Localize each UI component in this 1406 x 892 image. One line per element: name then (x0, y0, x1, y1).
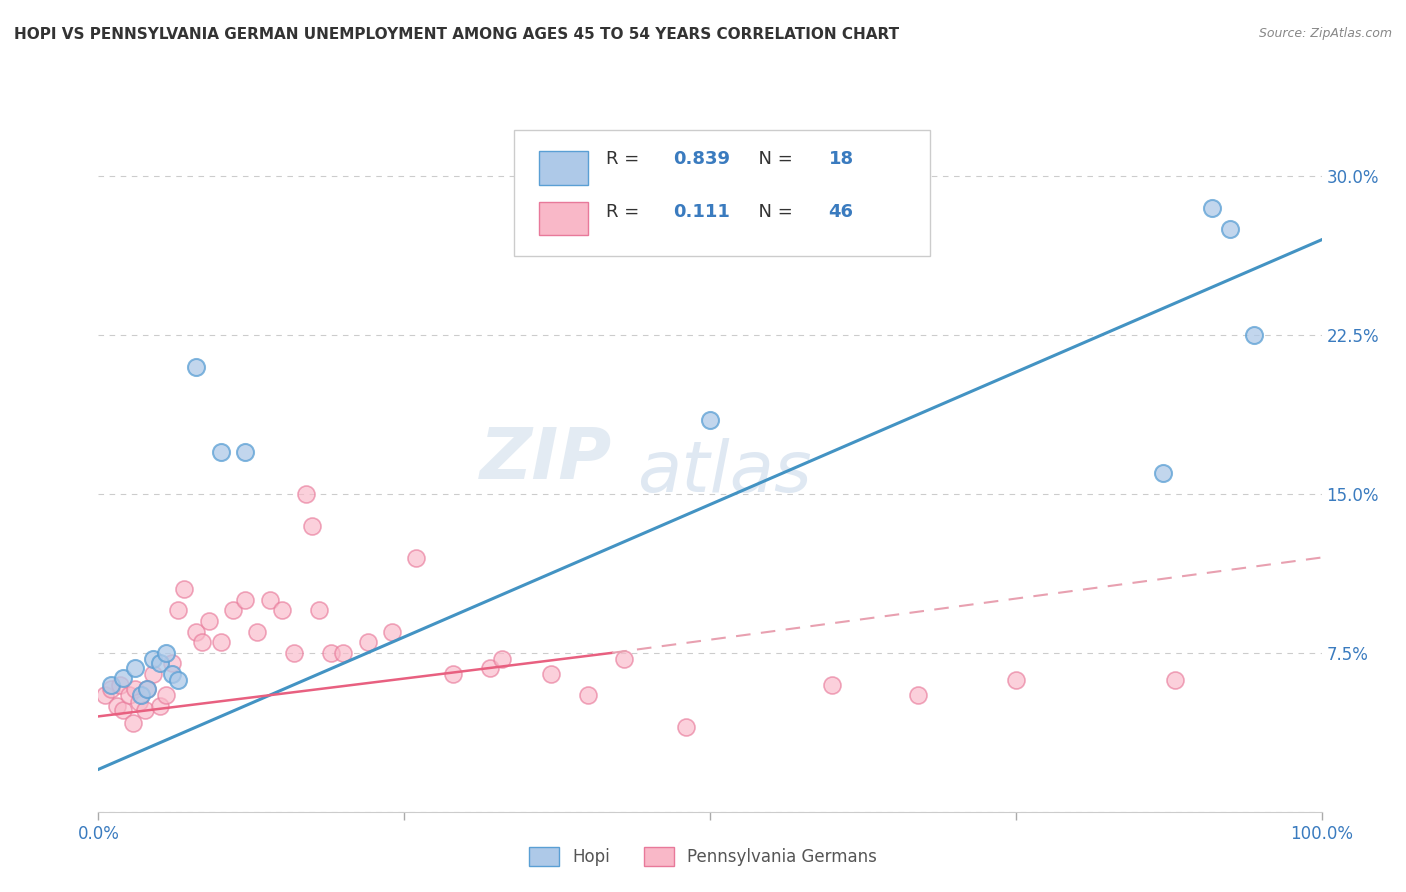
Point (405, 550, 427, 565)
Point (93, 688, 115, 702)
Point (319, 646, 342, 660)
Point (155, 688, 177, 702)
Point (246, 624, 269, 639)
Point (295, 487, 318, 501)
Point (124, 660, 146, 674)
Point (233, 592, 256, 607)
Point (209, 635, 232, 649)
Point (259, 592, 281, 607)
Point (142, 667, 165, 681)
Point (128, 694, 150, 708)
Point (613, 652, 636, 666)
Point (381, 624, 404, 639)
Point (301, 518, 323, 533)
Point (1243, 328, 1265, 343)
Point (699, 413, 721, 427)
Point (332, 646, 354, 660)
Text: N =: N = (747, 150, 799, 168)
Point (136, 681, 159, 696)
Point (1219, 222, 1241, 236)
Point (160, 657, 183, 671)
Text: HOPI VS PENNSYLVANIA GERMAN UNEMPLOYMENT AMONG AGES 45 TO 54 YEARS CORRELATION C: HOPI VS PENNSYLVANIA GERMAN UNEMPLOYMENT… (14, 27, 900, 42)
Point (173, 582, 195, 597)
Point (160, 667, 183, 681)
Point (209, 444, 232, 458)
Point (540, 667, 562, 681)
Legend: Hopi, Pennsylvania Germans: Hopi, Pennsylvania Germans (520, 838, 886, 875)
Point (149, 698, 172, 713)
Point (186, 359, 208, 374)
Point (1164, 673, 1187, 688)
Text: 18: 18 (828, 150, 853, 168)
Point (1201, 201, 1223, 215)
Point (270, 603, 294, 617)
Text: Source: ZipAtlas.com: Source: ZipAtlas.com (1258, 27, 1392, 40)
Point (110, 678, 132, 692)
Point (167, 603, 190, 617)
Point (478, 660, 501, 674)
Point (191, 635, 214, 649)
Point (134, 703, 156, 717)
Point (149, 657, 172, 671)
Point (121, 715, 143, 730)
Point (197, 614, 219, 628)
FancyBboxPatch shape (538, 151, 588, 185)
Point (356, 635, 378, 649)
Point (283, 646, 305, 660)
Point (124, 681, 146, 696)
Point (576, 688, 599, 702)
Point (100, 681, 122, 696)
Point (118, 688, 141, 702)
Point (167, 673, 190, 688)
Point (222, 603, 245, 617)
Text: R =: R = (606, 150, 645, 168)
Point (821, 678, 844, 692)
Point (105, 698, 128, 713)
Point (1152, 466, 1174, 480)
Point (129, 688, 152, 702)
Text: ZIP: ZIP (479, 425, 612, 493)
FancyBboxPatch shape (538, 202, 588, 235)
Point (441, 667, 464, 681)
Text: 0.111: 0.111 (673, 202, 730, 220)
Point (1004, 673, 1026, 688)
Point (491, 652, 513, 666)
Point (155, 646, 177, 660)
Point (111, 671, 134, 685)
Text: R =: R = (606, 202, 657, 220)
Point (142, 652, 165, 666)
Point (233, 444, 256, 458)
Text: 46: 46 (828, 202, 853, 220)
Point (136, 681, 159, 696)
FancyBboxPatch shape (515, 130, 931, 256)
Text: atlas: atlas (637, 438, 811, 508)
Point (186, 624, 208, 639)
Point (675, 720, 697, 734)
Point (100, 678, 122, 692)
Text: 0.839: 0.839 (673, 150, 730, 168)
Point (111, 703, 134, 717)
Point (907, 688, 929, 702)
Text: N =: N = (747, 202, 799, 220)
Point (308, 603, 330, 617)
